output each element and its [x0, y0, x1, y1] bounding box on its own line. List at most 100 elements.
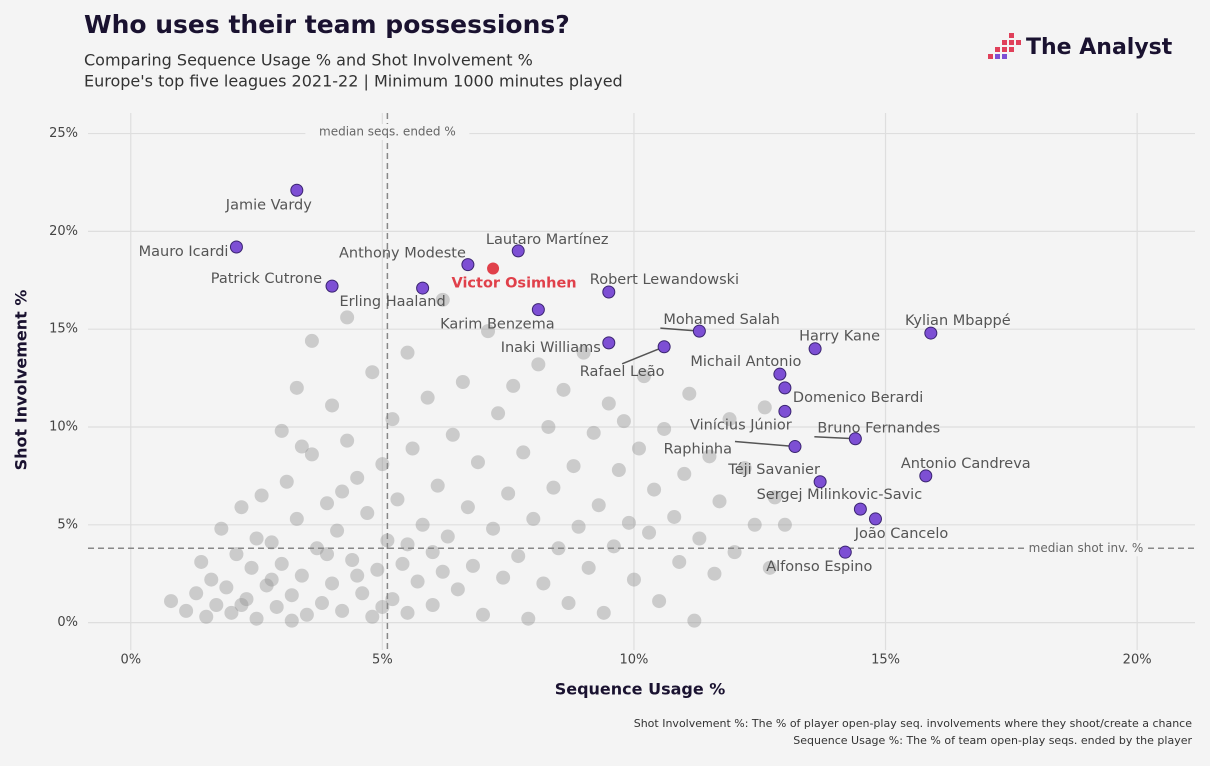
point	[365, 365, 380, 380]
player-label: Patrick Cutrone	[211, 271, 322, 287]
chart-title: Who uses their team possessions?	[84, 10, 570, 39]
highlight-label: Victor Osimhen	[451, 276, 576, 292]
point	[496, 570, 511, 585]
point	[304, 447, 319, 462]
point	[541, 419, 556, 434]
point	[707, 566, 722, 581]
point	[521, 611, 536, 626]
point	[435, 564, 450, 579]
point	[667, 509, 682, 524]
annotation-bg	[1024, 540, 1148, 557]
point	[616, 414, 631, 429]
y-tick-label: 15%	[49, 322, 78, 337]
leader-line	[621, 346, 665, 365]
point	[687, 613, 702, 628]
player-label: Alfonso Espino	[766, 559, 872, 575]
player-point	[531, 303, 545, 317]
point	[531, 357, 546, 372]
point	[727, 545, 742, 560]
logo-text: The Analyst	[1026, 35, 1173, 60]
player-label: Rafael Leão	[580, 364, 665, 380]
point	[511, 549, 526, 564]
point	[264, 572, 279, 587]
point	[647, 482, 662, 497]
subtitle: Comparing Sequence Usage % and Shot Invo…	[84, 51, 533, 70]
point	[486, 521, 501, 536]
point	[621, 515, 636, 530]
logo-icon	[988, 33, 1021, 59]
point	[234, 598, 249, 613]
point	[631, 441, 646, 456]
point	[546, 480, 561, 495]
y-tick-label: 5%	[57, 517, 78, 532]
player-point	[461, 258, 475, 272]
point	[279, 474, 294, 489]
point	[400, 345, 415, 360]
point	[274, 556, 289, 571]
point	[330, 523, 345, 538]
point	[777, 517, 792, 532]
point	[380, 533, 395, 548]
point	[581, 560, 596, 575]
point	[586, 425, 601, 440]
point	[179, 603, 194, 618]
point	[395, 556, 410, 571]
point	[244, 560, 259, 575]
point	[340, 310, 355, 325]
point	[747, 517, 762, 532]
point	[626, 572, 641, 587]
footnote: Sequence Usage %: The % of team open-pla…	[793, 734, 1192, 747]
point	[294, 568, 309, 583]
point	[360, 506, 375, 521]
point	[652, 594, 667, 609]
point	[455, 374, 470, 389]
point	[335, 484, 350, 499]
point	[767, 490, 782, 505]
player-label: Anthony Modeste	[339, 246, 466, 262]
point	[249, 611, 264, 626]
point	[440, 529, 455, 544]
point	[611, 463, 626, 478]
annotation: median shot inv. %	[1029, 541, 1144, 555]
point	[481, 324, 496, 339]
player-label: João Cancelo	[854, 526, 949, 542]
point	[289, 511, 304, 526]
player-label: Téji Savanier	[727, 462, 820, 478]
point	[601, 396, 616, 411]
x-tick-label: 20%	[1123, 653, 1152, 668]
point	[420, 390, 435, 405]
y-tick-label: 10%	[49, 419, 78, 434]
point	[591, 498, 606, 513]
point	[325, 398, 340, 413]
point	[274, 423, 289, 438]
point	[450, 582, 465, 597]
y-axis-title: Shot Involvement %	[12, 290, 31, 471]
player-label: Michail Antonio	[690, 354, 801, 370]
point	[682, 386, 697, 401]
point	[672, 554, 687, 569]
point	[435, 292, 450, 307]
point	[320, 547, 335, 562]
player-label: Jamie Vardy	[225, 197, 312, 213]
leader-line	[734, 440, 796, 448]
point	[737, 461, 752, 476]
point	[385, 592, 400, 607]
point	[304, 333, 319, 348]
point	[637, 369, 652, 384]
point	[269, 599, 284, 614]
point	[289, 380, 304, 395]
x-tick-label: 10%	[619, 653, 648, 668]
point	[239, 592, 254, 607]
point	[309, 541, 324, 556]
point	[375, 599, 390, 614]
point	[345, 553, 360, 568]
point	[576, 345, 591, 360]
player-label: Kylian Mbappé	[905, 313, 1011, 329]
point	[677, 466, 692, 481]
point	[299, 607, 314, 622]
point	[762, 560, 777, 575]
point	[526, 511, 541, 526]
point	[390, 492, 405, 507]
y-tick-label: 25%	[49, 126, 78, 141]
